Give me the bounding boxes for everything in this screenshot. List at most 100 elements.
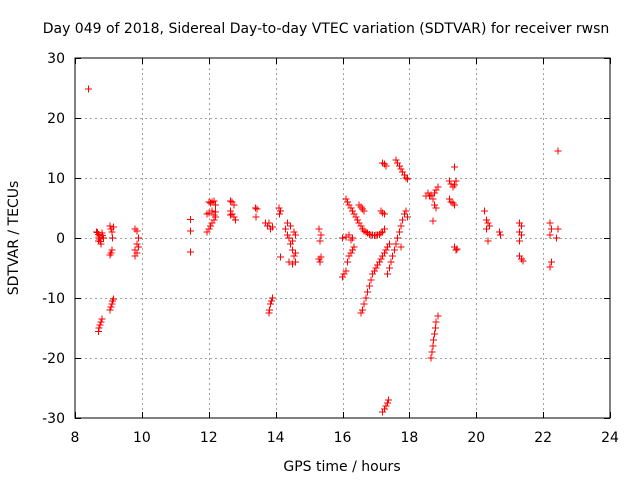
data-point xyxy=(385,396,393,404)
data-point xyxy=(370,267,378,275)
data-point xyxy=(451,201,459,209)
data-point xyxy=(206,222,214,230)
data-point xyxy=(349,234,357,242)
data-point xyxy=(210,211,218,219)
data-point xyxy=(402,174,410,182)
data-point xyxy=(380,225,388,233)
data-point xyxy=(452,246,460,254)
data-point xyxy=(360,207,368,215)
data-point xyxy=(392,156,400,164)
data-point xyxy=(355,219,363,227)
data-point xyxy=(292,249,300,257)
data-point xyxy=(554,225,562,233)
data-point xyxy=(482,225,490,233)
y-axis-label: SDTVAR / TECUs xyxy=(6,181,22,296)
data-point xyxy=(133,249,141,257)
data-point xyxy=(107,249,115,257)
data-point xyxy=(287,240,295,248)
data-point xyxy=(430,330,438,338)
data-point xyxy=(496,228,504,236)
data-point xyxy=(546,263,554,271)
data-point xyxy=(205,209,213,217)
data-point xyxy=(208,198,216,206)
data-point xyxy=(253,205,261,213)
data-point xyxy=(382,162,390,170)
y-tick-label: 0 xyxy=(56,231,65,247)
data-point xyxy=(432,318,440,326)
data-point xyxy=(364,229,372,237)
data-point xyxy=(360,300,368,308)
data-point xyxy=(400,171,408,179)
data-points xyxy=(84,85,562,416)
data-point xyxy=(354,216,362,224)
y-tick-label: 20 xyxy=(47,111,65,127)
data-point xyxy=(429,217,437,225)
data-point xyxy=(427,354,435,362)
data-point xyxy=(553,234,560,242)
data-point xyxy=(385,264,393,272)
data-point xyxy=(106,251,114,259)
data-point xyxy=(317,253,325,261)
data-point xyxy=(288,237,296,245)
data-point xyxy=(350,210,358,218)
data-point xyxy=(432,186,440,194)
x-tick-label: 20 xyxy=(467,430,485,446)
data-point xyxy=(133,240,141,248)
data-point xyxy=(486,222,494,230)
data-point xyxy=(392,240,400,248)
data-point xyxy=(484,237,492,245)
data-point xyxy=(211,201,219,209)
data-point xyxy=(340,270,348,278)
data-point xyxy=(290,252,298,260)
data-point xyxy=(292,258,300,266)
data-point xyxy=(516,252,524,260)
chart-title: Day 049 of 2018, Sidereal Day-to-day VTE… xyxy=(43,21,610,37)
data-point xyxy=(265,309,273,317)
data-point xyxy=(345,201,353,209)
data-point xyxy=(186,215,194,223)
data-point xyxy=(387,258,395,266)
data-point xyxy=(285,234,293,242)
data-point xyxy=(546,231,554,239)
x-tick-label: 10 xyxy=(133,430,151,446)
tick-labels: 8 10 12 14 16 18 20 22 24 -30 -20 -10 0 10 20 30 xyxy=(42,51,619,446)
data-point xyxy=(290,228,298,236)
data-point xyxy=(95,324,103,332)
data-point xyxy=(395,162,403,170)
data-point xyxy=(232,216,239,224)
x-tick-label: 12 xyxy=(200,430,218,446)
data-point xyxy=(385,240,393,248)
data-point xyxy=(226,211,234,219)
data-point xyxy=(342,267,350,275)
data-point xyxy=(210,197,218,205)
data-point xyxy=(430,201,438,209)
data-point xyxy=(186,248,194,256)
data-point xyxy=(395,228,403,236)
data-point xyxy=(359,306,367,314)
data-point xyxy=(380,405,388,413)
data-point xyxy=(344,198,352,206)
data-point xyxy=(434,183,442,191)
data-point xyxy=(397,222,405,230)
y-tick-label: 10 xyxy=(47,171,65,187)
data-point xyxy=(546,219,554,227)
data-point xyxy=(135,234,143,242)
data-point xyxy=(389,252,397,260)
data-point xyxy=(108,300,116,308)
data-point xyxy=(342,233,350,241)
data-point xyxy=(203,210,211,218)
data-point xyxy=(96,321,104,329)
data-point xyxy=(268,223,276,231)
data-point xyxy=(108,297,116,305)
x-axis-label: GPS time / hours xyxy=(283,459,400,475)
data-point xyxy=(267,300,275,308)
data-point xyxy=(374,231,382,239)
data-point xyxy=(109,223,117,231)
data-point xyxy=(484,219,492,227)
data-point xyxy=(98,315,106,323)
data-point xyxy=(394,234,402,242)
data-point xyxy=(208,207,216,215)
data-point xyxy=(397,165,405,173)
grid-lines xyxy=(75,58,610,418)
data-point xyxy=(517,231,525,239)
